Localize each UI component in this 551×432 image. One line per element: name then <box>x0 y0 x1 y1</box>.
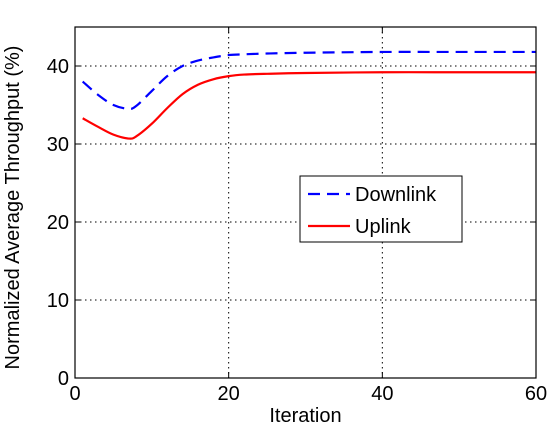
series-line-downlink <box>81 50 536 111</box>
x-axis-label: Iteration <box>269 405 341 427</box>
x-tick-label-40: 40 <box>371 383 393 405</box>
legend-label-uplink: Uplink <box>355 216 412 238</box>
y-axis-label: Normalized Average Throughput (%) <box>2 46 24 370</box>
y-tick-label-30: 30 <box>47 134 69 156</box>
x-tick-label-60: 60 <box>525 383 547 405</box>
y-tick-label-40: 40 <box>47 56 69 78</box>
series-layer <box>81 50 536 140</box>
legend-box <box>299 175 463 243</box>
plot-area-frame <box>74 26 537 379</box>
legend-label-downlink: Downlink <box>355 184 437 206</box>
y-tick-label-20: 20 <box>47 212 69 234</box>
y-tick-label-0: 0 <box>58 368 69 390</box>
tick-layer: 0 20 40 60 0 10 20 30 40 <box>47 27 547 405</box>
series-line-uplink <box>82 71 536 140</box>
legend: Downlink Uplink <box>299 175 463 243</box>
x-tick-label-0: 0 <box>69 383 80 405</box>
x-tick-label-20: 20 <box>218 383 240 405</box>
y-tick-label-10: 10 <box>47 290 69 312</box>
